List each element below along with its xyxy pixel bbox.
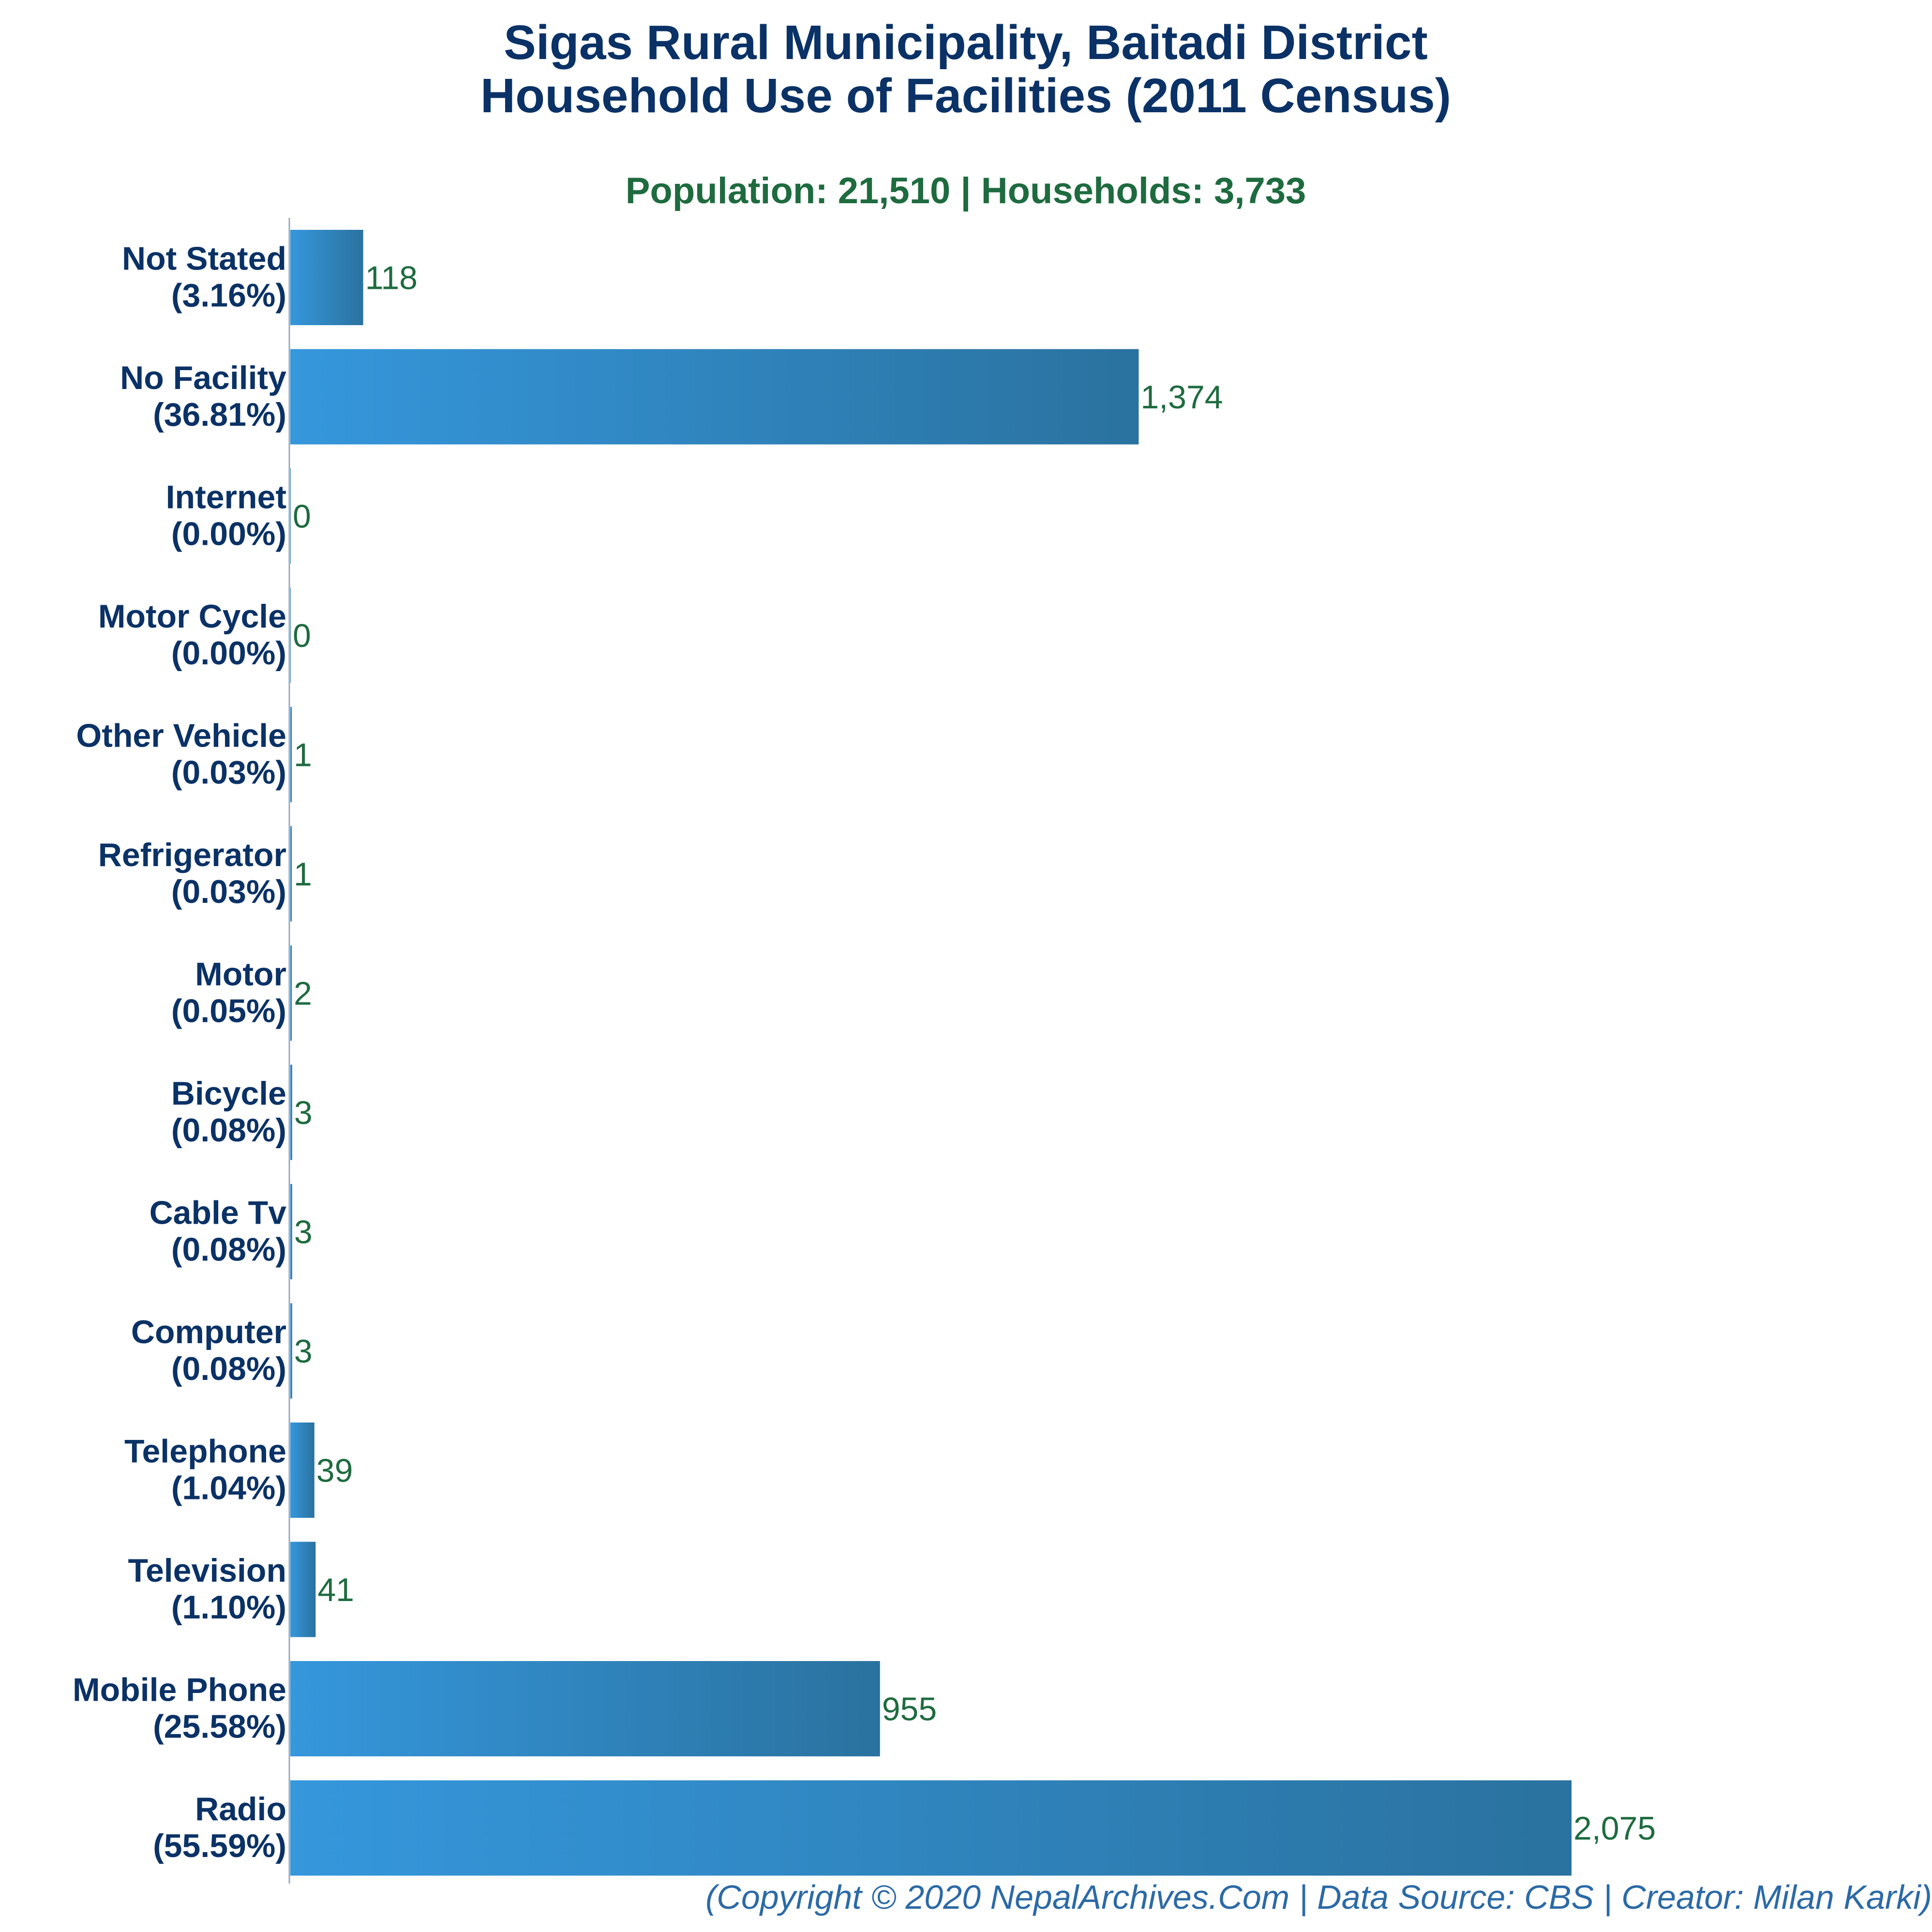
bars-group	[290, 230, 1572, 1876]
value-label-radio: 2,075	[1573, 1810, 1656, 1847]
value-label-mobile-phone: 955	[882, 1691, 937, 1728]
category-label-motor: Motor (0.05%)	[171, 956, 286, 1030]
value-label-no-facility: 1,374	[1140, 379, 1223, 416]
value-label-telephone: 39	[316, 1453, 353, 1489]
bar-radio	[290, 1780, 1572, 1876]
bar-motor-cycle	[290, 587, 291, 683]
bar-computer	[290, 1303, 292, 1399]
bar-not-stated	[290, 230, 363, 325]
chart-footer: (Copyright © 2020 NepalArchives.Com | Da…	[705, 1878, 1932, 1917]
category-label-no-facility: No Facility (36.81%)	[120, 359, 286, 433]
category-label-telephone: Telephone (1.04%)	[124, 1433, 286, 1507]
category-label-motor-cycle: Motor Cycle (0.00%)	[98, 598, 286, 672]
value-label-computer: 3	[294, 1333, 313, 1370]
value-label-refrigerator: 1	[294, 856, 312, 893]
value-label-television: 41	[317, 1572, 354, 1608]
chart-title-line-2: Household Use of Facilities (2011 Census…	[480, 69, 1451, 123]
value-label-not-stated: 118	[365, 260, 418, 297]
bar-internet	[290, 468, 291, 564]
category-label-mobile-phone: Mobile Phone (25.58%)	[73, 1672, 286, 1745]
value-label-cable-tv: 3	[294, 1214, 313, 1251]
bar-bicycle	[290, 1064, 292, 1160]
bar-television	[290, 1542, 316, 1637]
value-labels-group: 118 1,374 0 0 1 1 2 3 3 3 39 41 955 2,075	[293, 260, 1656, 1847]
value-label-motor: 2	[294, 975, 312, 1012]
bar-mobile-phone	[290, 1661, 880, 1756]
bar-motor	[290, 945, 292, 1041]
value-label-bicycle: 3	[294, 1094, 313, 1131]
chart-title-line-1: Sigas Rural Municipality, Baitadi Distri…	[504, 15, 1428, 70]
category-label-refrigerator: Refrigerator (0.03%)	[98, 837, 286, 910]
category-label-television: Television (1.10%)	[128, 1552, 286, 1626]
category-label-radio: Radio (55.59%)	[153, 1791, 286, 1864]
category-labels-group: Not Stated (3.16%) No Facility (36.81%) Inte…	[73, 240, 286, 1865]
category-label-cable-tv: Cable Tv (0.08%)	[150, 1195, 287, 1268]
value-label-internet: 0	[293, 498, 311, 535]
chart-subtitle: Population: 21,510 | Households: 3,733	[626, 170, 1306, 212]
bar-no-facility	[290, 349, 1139, 445]
category-label-computer: Computer (0.08%)	[131, 1314, 286, 1387]
category-label-not-stated: Not Stated (3.16%)	[122, 240, 286, 314]
category-label-internet: Internet (0.00%)	[166, 479, 286, 553]
bar-telephone	[290, 1423, 315, 1518]
category-label-bicycle: Bicycle (0.08%)	[171, 1075, 286, 1149]
bar-refrigerator	[290, 826, 292, 922]
category-label-other-vehicle: Other Vehicle (0.03%)	[76, 718, 286, 791]
bar-other-vehicle	[290, 707, 292, 802]
value-label-other-vehicle: 1	[294, 737, 312, 774]
value-label-motor-cycle: 0	[293, 617, 311, 654]
bar-cable-tv	[290, 1184, 292, 1279]
